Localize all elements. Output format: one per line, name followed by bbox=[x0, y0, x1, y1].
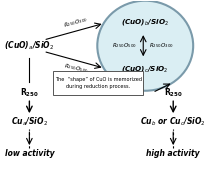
Text: Cu$_a$/SiO$_2$: Cu$_a$/SiO$_2$ bbox=[11, 115, 48, 128]
Text: $R_{250}O_{300}$: $R_{250}O_{300}$ bbox=[63, 15, 89, 30]
Text: $\mathbf{R_{250}}$: $\mathbf{R_{250}}$ bbox=[164, 86, 183, 99]
Text: low activity: low activity bbox=[4, 149, 54, 158]
Text: $R_{250}O_{500}$: $R_{250}O_{500}$ bbox=[112, 41, 137, 50]
Text: $R_{250}O_{500}$: $R_{250}O_{500}$ bbox=[63, 62, 89, 76]
Text: (CuO)$_c$/SiO$_2$: (CuO)$_c$/SiO$_2$ bbox=[121, 64, 169, 74]
Text: Cu$_b$ or Cu$_c$/SiO$_2$: Cu$_b$ or Cu$_c$/SiO$_2$ bbox=[140, 115, 206, 128]
Text: high activity: high activity bbox=[146, 149, 200, 158]
Text: The  “shape” of CuO is memorized: The “shape” of CuO is memorized bbox=[55, 77, 142, 82]
Circle shape bbox=[97, 1, 193, 91]
Text: (CuO)$_a$/SiO$_2$: (CuO)$_a$/SiO$_2$ bbox=[4, 40, 55, 52]
FancyBboxPatch shape bbox=[53, 71, 143, 94]
Text: (CuO)$_b$/SiO$_2$: (CuO)$_b$/SiO$_2$ bbox=[121, 17, 169, 27]
Text: $\mathbf{R_{250}}$: $\mathbf{R_{250}}$ bbox=[20, 86, 39, 99]
Text: during reduction process.: during reduction process. bbox=[66, 84, 130, 89]
Text: $R_{250}O_{300}$: $R_{250}O_{300}$ bbox=[149, 41, 174, 50]
